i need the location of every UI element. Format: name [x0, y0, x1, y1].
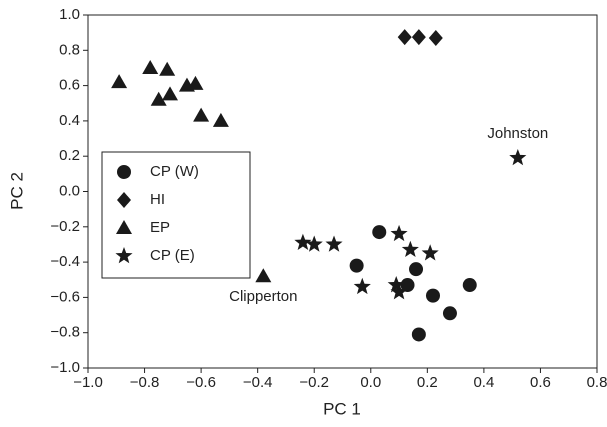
legend-label: EP	[150, 219, 170, 236]
marker-circle	[117, 165, 131, 179]
marker-circle	[425, 288, 440, 303]
marker-star	[401, 240, 419, 258]
marker-diamond	[397, 29, 412, 46]
x-tick-label: 0.0	[360, 374, 381, 391]
marker-diamond	[117, 192, 131, 208]
y-tick-label: −1.0	[50, 359, 80, 376]
marker-triangle	[162, 86, 179, 101]
marker-star	[115, 247, 133, 264]
marker-triangle	[142, 59, 159, 74]
marker-triangle	[212, 112, 229, 127]
y-tick-label: 0.2	[59, 147, 80, 164]
marker-star	[421, 244, 439, 261]
y-tick-label: −0.8	[50, 324, 80, 341]
marker-circle	[442, 306, 457, 321]
marker-circle	[411, 327, 426, 342]
marker-circle	[400, 278, 415, 293]
marker-triangle	[187, 75, 204, 90]
legend-label: HI	[150, 191, 165, 208]
x-axis-title: PC 1	[323, 399, 361, 418]
y-tick-label: −0.4	[50, 253, 80, 270]
marker-triangle	[150, 91, 167, 106]
x-tick-label: −0.6	[186, 374, 216, 391]
marker-triangle	[111, 74, 128, 89]
y-tick-label: 1.0	[59, 6, 80, 23]
marker-diamond	[428, 29, 443, 46]
y-tick-label: 0.0	[59, 182, 80, 199]
y-tick-label: 0.4	[59, 112, 80, 129]
y-tick-label: 0.8	[59, 41, 80, 58]
marker-star	[390, 283, 408, 300]
marker-circle	[349, 258, 364, 273]
x-tick-label: 0.4	[473, 374, 494, 391]
marker-star	[387, 276, 405, 293]
marker-triangle	[116, 220, 132, 234]
legend-label: CP (E)	[150, 247, 195, 264]
x-tick-label: −0.4	[243, 374, 273, 391]
marker-star	[509, 148, 527, 166]
marker-circle	[409, 262, 424, 277]
marker-star	[390, 224, 408, 242]
point-annotation: Clipperton	[229, 288, 297, 305]
marker-star	[353, 277, 371, 295]
marker-star	[305, 235, 323, 252]
marker-circle	[462, 278, 477, 293]
y-axis-title: PC 2	[7, 172, 26, 210]
marker-triangle	[193, 107, 210, 122]
x-tick-label: 0.2	[417, 374, 438, 391]
y-tick-label: −0.6	[50, 288, 80, 305]
marker-triangle	[255, 268, 272, 283]
legend-label: CP (W)	[150, 163, 199, 180]
x-tick-label: −0.2	[299, 374, 329, 391]
x-tick-label: −0.8	[130, 374, 160, 391]
legend: CP (W) HI EP CP (E)	[101, 151, 251, 279]
y-tick-label: −0.2	[50, 218, 80, 235]
marker-star	[325, 235, 343, 252]
marker-triangle	[159, 61, 176, 76]
x-tick-label: 0.6	[530, 374, 551, 391]
marker-circle	[372, 225, 387, 240]
marker-diamond	[411, 29, 426, 46]
point-annotation: Johnston	[487, 125, 548, 142]
x-tick-label: −1.0	[73, 374, 103, 391]
y-tick-label: 0.6	[59, 77, 80, 94]
x-tick-label: 0.8	[587, 374, 607, 391]
marker-star	[294, 233, 312, 250]
